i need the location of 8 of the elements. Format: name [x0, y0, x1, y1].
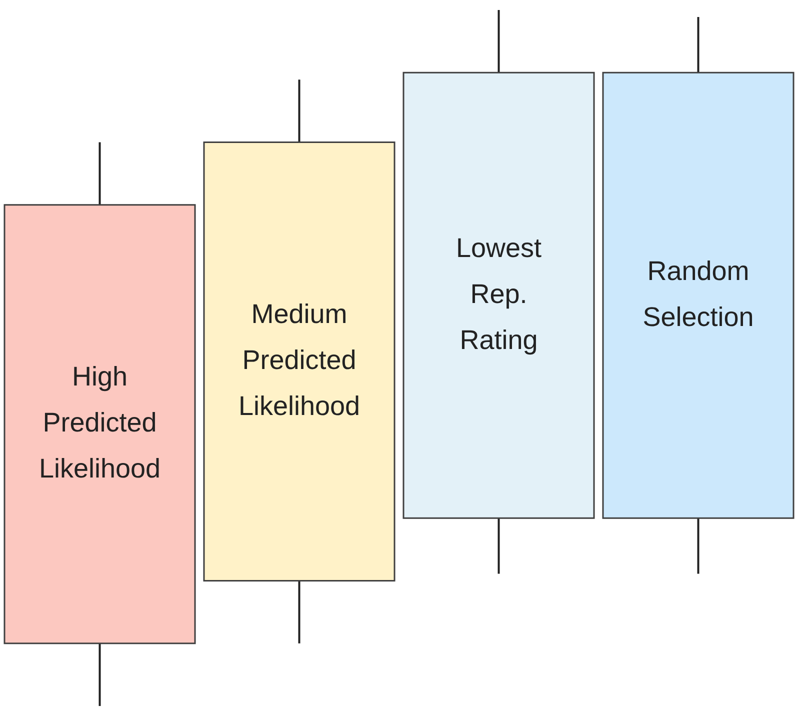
candlestick — [602, 16, 794, 575]
candlestick — [203, 78, 396, 644]
candlestick — [402, 9, 595, 575]
x-tick-label: Random Selection — [642, 256, 754, 332]
x-tick-label: High Predicted Likelihood — [38, 362, 161, 484]
x-tick-label: Medium Predicted Likelihood — [238, 298, 360, 421]
x-tick-label: Lowest Rep. Rating — [456, 232, 542, 355]
candlestick — [4, 141, 196, 707]
